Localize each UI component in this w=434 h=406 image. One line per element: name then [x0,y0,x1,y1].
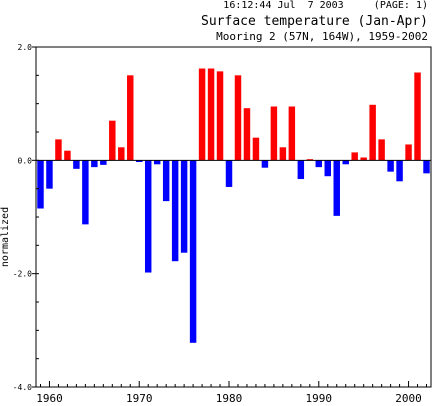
bar-1995 [360,157,367,161]
bar-1997 [378,139,385,161]
bar-1979 [216,71,224,161]
bar-1964 [82,160,89,225]
chart-subtitle: Mooring 2 (57N, 164W), 1959-2002 [216,30,428,43]
bar-1973 [162,160,170,202]
bar-2001 [414,72,421,161]
chart-title: Surface temperature (Jan-Apr) [201,14,428,29]
bar-1974 [171,160,179,262]
bar-1976 [189,160,197,343]
bar-1998 [387,160,394,172]
bar-1990 [315,160,323,168]
bar-1962 [64,150,71,161]
bar-1967 [109,120,116,161]
y-tick-label: -2.0 [13,270,32,279]
x-tick-label: 1980 [216,392,243,405]
bar-1981 [234,75,242,161]
y-tick-label: 2.0 [18,43,33,52]
bar-1991 [324,160,331,177]
bar-1980 [225,160,233,187]
bar-1985 [270,106,278,161]
bar-1965 [91,160,98,168]
bar-1970 [136,160,143,163]
bar-1963 [73,160,80,169]
bar-1996 [369,104,376,161]
y-axis-label: normalized [0,207,11,267]
bar-1994 [351,152,358,161]
y-axis: 2.0 0.0 -2.0 -4.0 [13,43,39,392]
bar-1992 [333,160,340,216]
bar-2002 [423,160,430,174]
bar-1961 [55,139,62,161]
bar-1960 [46,160,53,189]
bar-1986 [279,147,287,161]
bar-1966 [100,160,107,165]
bars-group [37,68,430,343]
bar-1978 [207,68,215,161]
x-axis: 1960 1970 1980 1990 2000 [36,381,428,405]
x-tick-label: 1960 [36,392,63,405]
bar-1999 [396,160,403,182]
bar-1984 [261,160,269,168]
bar-2000 [405,144,412,161]
x-tick-label: 1990 [306,392,333,405]
bar-1975 [180,160,188,253]
y-tick-label: 0.0 [18,156,33,165]
bar-1988 [297,160,305,180]
y-tick-label: -4.0 [13,383,32,392]
bar-1971 [144,160,152,273]
bar-1977 [198,68,206,161]
x-tick-label: 2000 [395,392,422,405]
bar-1982 [243,108,251,161]
bar-1993 [342,160,349,165]
timestamp-page-label: 16:12:44 Jul 7 2003 (PAGE: 1) [223,0,428,11]
bar-1989 [306,159,314,161]
bar-1972 [153,160,161,165]
bar-1983 [252,137,260,161]
bar-1959 [37,160,44,209]
x-tick-label: 1970 [126,392,153,405]
plot-frame [35,46,432,388]
bar-1968 [118,147,125,161]
bar-1969 [127,75,134,161]
bar-1987 [288,106,296,161]
